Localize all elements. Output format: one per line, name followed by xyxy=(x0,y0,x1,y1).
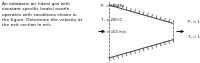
Text: An adiabatic air (ideal gas with
constant specific heats) nozzle
operates with c: An adiabatic air (ideal gas with constan… xyxy=(2,2,82,27)
Text: P₁ = 500kPa: P₁ = 500kPa xyxy=(101,4,124,8)
Text: V₁ = 100 m/s: V₁ = 100 m/s xyxy=(101,30,126,34)
Text: P₂ = 100kPa: P₂ = 100kPa xyxy=(188,20,200,24)
Text: T₂ = 150°C: T₂ = 150°C xyxy=(188,35,200,39)
Text: T₁ = 200°C: T₁ = 200°C xyxy=(101,18,122,22)
